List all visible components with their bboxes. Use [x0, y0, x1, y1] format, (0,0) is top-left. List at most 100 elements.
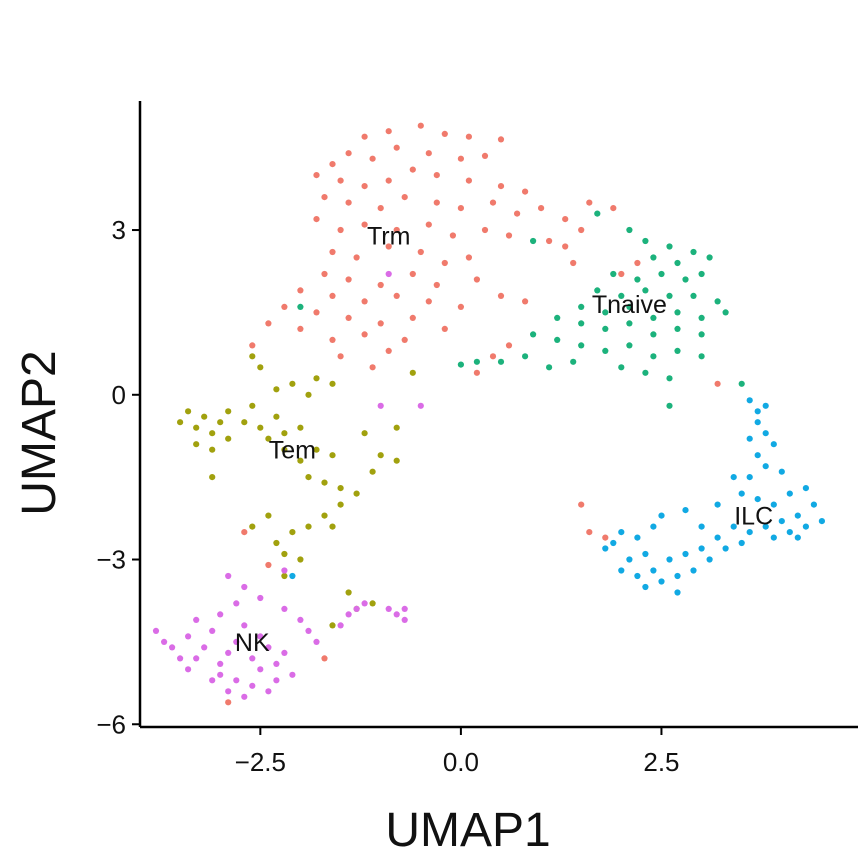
point-tem-23	[249, 353, 256, 360]
point-tem-14	[265, 435, 272, 442]
x-ticks-layer: −2.5 0.0 2.5	[235, 727, 680, 777]
point-tem-7	[193, 441, 200, 448]
point-tem-53	[281, 572, 288, 580]
point-nk-33	[313, 638, 320, 646]
point-trm-58	[297, 287, 304, 294]
point-tem-22	[257, 364, 264, 371]
point-trm-16	[385, 177, 392, 184]
point-trm-82	[369, 364, 376, 371]
point-ilc-42	[602, 545, 609, 552]
point-ilc-51	[794, 534, 801, 541]
point-tem-21	[329, 380, 336, 387]
point-nk-10	[241, 622, 248, 629]
point-trm-40	[546, 237, 553, 245]
point-nk-38	[337, 622, 344, 629]
point-nk-39	[345, 611, 352, 618]
point-tnaive-17	[690, 292, 697, 299]
point-ilc-8	[762, 463, 769, 470]
point-ilc-26	[650, 567, 657, 574]
point-tnaive-3	[666, 243, 673, 250]
point-trm-64	[497, 292, 505, 299]
point-trm-81	[505, 342, 513, 349]
point-trm-28	[489, 199, 497, 206]
point-tem-33	[377, 452, 384, 459]
point-nk-36	[177, 655, 184, 662]
point-trm-15	[361, 183, 368, 190]
point-ilc-52	[642, 583, 649, 591]
point-tnaive-7	[706, 254, 713, 261]
point-nk-32	[305, 627, 312, 635]
point-ilc-41	[610, 539, 617, 547]
point-tnaive-27	[578, 320, 585, 327]
point-trm-51	[562, 243, 569, 250]
point-trm-44	[329, 248, 336, 256]
point-trm-80	[489, 353, 497, 360]
point-ilc-31	[706, 556, 713, 563]
point-tem-24	[281, 446, 288, 453]
point-tnaive-38	[650, 353, 657, 360]
y-axis-title: UMAP2	[13, 350, 66, 515]
point-trm-7	[345, 150, 352, 157]
point-tem-38	[289, 529, 296, 536]
point-trm-93	[225, 699, 232, 706]
point-ilc-34	[770, 534, 777, 541]
point-tnaive-29	[626, 320, 633, 327]
point-ilc-4	[762, 430, 769, 437]
point-nk-7	[217, 660, 224, 668]
point-tnaive-13	[594, 287, 601, 294]
point-tnaive-28	[602, 325, 609, 332]
point-trm-59	[329, 292, 336, 299]
point-tnaive-49	[457, 361, 464, 368]
point-ilc-1	[754, 408, 761, 415]
point-nk-29	[257, 594, 264, 602]
point-trm-50	[570, 259, 577, 267]
point-nk-49	[281, 567, 288, 574]
point-tnaive-44	[570, 358, 577, 365]
x-axis-title: UMAP1	[385, 804, 550, 857]
point-trm-62	[425, 298, 432, 305]
point-tem-45	[393, 424, 400, 431]
point-tnaive-26	[554, 314, 561, 321]
cluster-label-ilc: ILC	[734, 503, 773, 531]
point-trm-78	[337, 353, 344, 360]
point-nk-2	[169, 644, 176, 651]
series-ilc	[289, 397, 826, 596]
point-trm-34	[361, 221, 368, 228]
point-trm-37	[449, 232, 456, 239]
point-trm-60	[361, 298, 368, 305]
point-tem-40	[281, 550, 288, 558]
point-ilc-29	[674, 572, 681, 580]
point-tem-51	[329, 622, 336, 629]
point-tnaive-51	[297, 303, 304, 310]
point-tnaive-9	[634, 276, 641, 283]
point-trm-79	[385, 347, 392, 354]
point-tem-37	[305, 523, 312, 530]
point-ilc-36	[802, 523, 810, 530]
point-tnaive-5	[674, 259, 681, 267]
point-trm-54	[377, 281, 384, 289]
point-trm-68	[345, 314, 352, 321]
point-tnaive-15	[642, 287, 649, 294]
point-ilc-24	[682, 550, 689, 558]
point-trm-46	[385, 243, 392, 250]
point-trm-47	[417, 248, 424, 256]
point-tnaive-30	[650, 331, 657, 338]
point-ilc-3	[754, 419, 761, 426]
point-tem-41	[297, 556, 304, 563]
point-trm-23	[345, 199, 352, 206]
point-trm-71	[441, 325, 448, 332]
point-tem-47	[409, 369, 416, 376]
point-ilc-53	[674, 589, 681, 596]
point-trm-83	[473, 369, 480, 376]
point-tnaive-33	[530, 331, 537, 338]
point-nk-31	[297, 616, 304, 624]
point-trm-11	[457, 155, 464, 162]
point-nk-11	[249, 655, 256, 662]
cluster-label-tnaive: Tnaive	[592, 291, 667, 319]
point-nk-43	[393, 611, 400, 618]
x-tick-label-1: 0.0	[443, 747, 479, 777]
point-nk-6	[209, 627, 216, 635]
point-nk-27	[217, 611, 224, 618]
point-trm-10	[425, 150, 432, 157]
point-tem-18	[289, 380, 296, 387]
